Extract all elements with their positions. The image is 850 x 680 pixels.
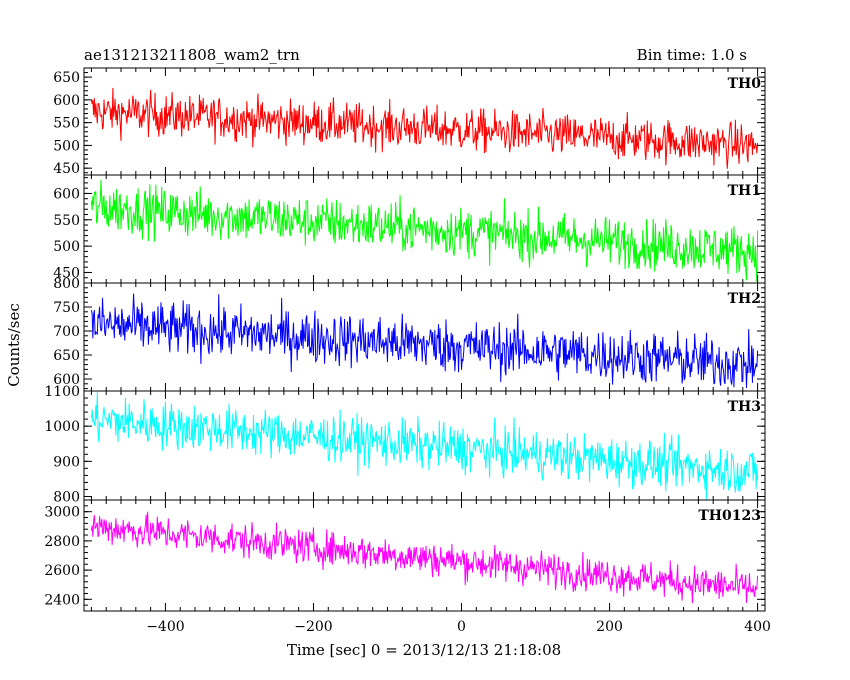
y-tick-label: 450: [53, 161, 80, 177]
x-tick-label: −200: [294, 619, 332, 635]
panel-th0123: 2400 2600 2800 3000 TH0123: [44, 499, 766, 612]
y-axis-label: Counts/sec: [5, 303, 23, 387]
panel-th0: 450 500 550 600 650 TH0: [53, 67, 766, 177]
y-tick-label: 2600: [44, 563, 80, 579]
y-tick-label: 600: [53, 372, 80, 388]
y-tick-label: 1000: [44, 419, 80, 435]
y-tick-label: 500: [53, 138, 80, 154]
y-tick-label: 800: [53, 276, 80, 292]
panel-label: TH0: [728, 76, 762, 92]
y-tick-label: 1100: [44, 384, 80, 400]
x-tick-label: 200: [596, 619, 623, 635]
y-tick-label: 900: [53, 454, 80, 470]
bin-time-label: Bin time: 1.0 s: [637, 46, 747, 64]
y-tick-label: 800: [53, 489, 80, 505]
x-tick-label: 400: [744, 619, 771, 635]
panel-label: TH3: [728, 399, 761, 415]
y-tick-label: 750: [53, 300, 80, 316]
series-line-th1: [90, 179, 759, 282]
y-tick-label: 2800: [44, 534, 80, 550]
y-tick-label: 500: [53, 239, 80, 255]
panel-label: TH2: [728, 291, 761, 307]
y-tick-label: 600: [53, 93, 80, 109]
series-line-th0123: [90, 511, 759, 604]
y-tick-label: 650: [53, 348, 80, 364]
y-tick-label: 550: [53, 116, 80, 132]
y-tick-label: 550: [53, 213, 80, 229]
panel-label: TH1: [728, 183, 761, 199]
panel-frame: [83, 499, 766, 612]
panel-th3: 800 900 1000 1100 TH3: [44, 384, 766, 505]
panels-group: 450 500 550 600 650 TH0 450 500 550 600 TH1 600 650 7…: [44, 67, 771, 635]
x-tick-label: −400: [146, 619, 184, 635]
chart-title: ae131213211808_wam2_trn: [84, 46, 300, 64]
series-line-th3: [90, 392, 759, 500]
y-tick-label: 600: [53, 186, 80, 202]
panel-label: TH0123: [698, 508, 761, 524]
panel-frame: [83, 174, 766, 284]
series-line-th2: [90, 293, 759, 388]
series-line-th0: [90, 87, 759, 169]
y-tick-label: 3000: [44, 505, 80, 521]
y-tick-label: 450: [53, 265, 80, 281]
y-tick-label: 2400: [44, 592, 80, 608]
y-tick-label: 700: [53, 324, 80, 340]
y-tick-label: 650: [53, 70, 80, 86]
panel-th1: 450 500 550 600 TH1: [53, 174, 766, 284]
x-axis-label: Time [sec] 0 = 2013/12/13 21:18:08: [287, 641, 561, 659]
panel-th2: 600 650 700 750 800 TH2: [53, 276, 766, 392]
x-tick-label: 0: [457, 619, 466, 635]
